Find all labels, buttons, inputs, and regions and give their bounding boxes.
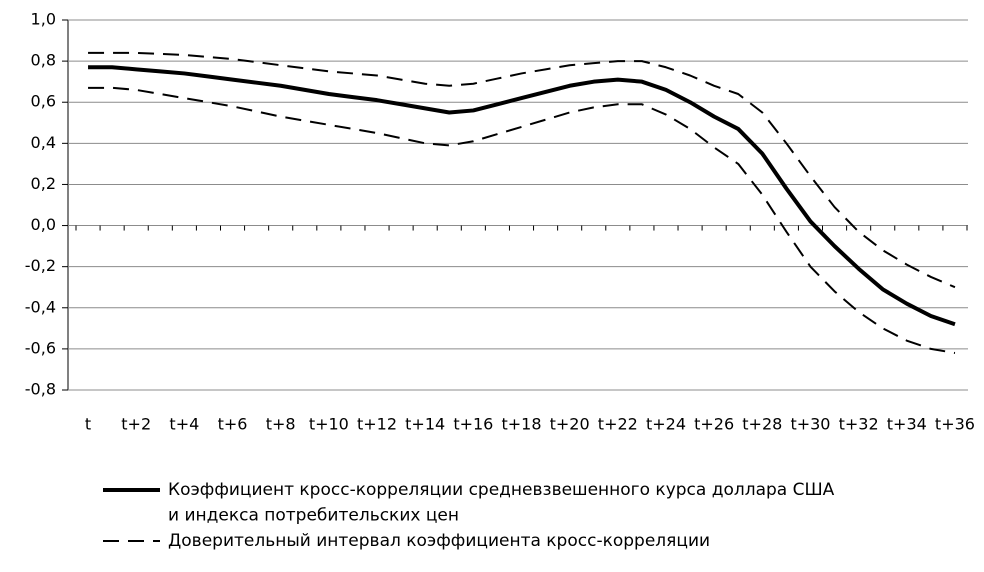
x-tick-label: t+4 <box>169 415 199 434</box>
x-tick-label: t+28 <box>742 415 782 434</box>
y-tick-label: -0,6 <box>25 338 56 357</box>
legend-label: и индекса потребительских цен <box>168 506 459 526</box>
x-tick-label: t <box>85 415 91 434</box>
x-tick-label: t+32 <box>839 415 879 434</box>
y-tick-label: 0,4 <box>31 133 56 152</box>
y-tick-label: -0,2 <box>25 256 56 275</box>
x-tick-label: t+24 <box>646 415 686 434</box>
legend-label: Доверительный интервал коэффициента крос… <box>168 531 710 551</box>
x-tick-label: t+18 <box>501 415 541 434</box>
x-tick-label: t+6 <box>218 415 248 434</box>
y-tick-label: 0,2 <box>31 174 56 193</box>
y-tick-label: 1,0 <box>31 10 56 29</box>
series-line <box>88 65 956 327</box>
x-tick-label: t+12 <box>357 415 397 434</box>
x-tick-label: t+26 <box>694 415 734 434</box>
x-tick-label: t+22 <box>598 415 638 434</box>
x-tick-label: t+8 <box>266 415 296 434</box>
y-tick-label: 0,0 <box>31 215 56 234</box>
x-tick-label: t+34 <box>887 415 927 434</box>
x-tick-label: t+2 <box>121 415 151 434</box>
y-tick-label: -0,8 <box>25 380 56 399</box>
x-tick-label: t+10 <box>309 415 349 434</box>
series-line <box>88 86 956 354</box>
legend-label: Коэффициент кросс-корреляции средневзвеш… <box>168 480 835 500</box>
x-tick-label: t+20 <box>550 415 590 434</box>
x-tick-label: t+30 <box>790 415 830 434</box>
series-line <box>88 51 956 289</box>
x-tick-label: t+16 <box>453 415 493 434</box>
x-tick-label: t+14 <box>405 415 445 434</box>
x-tick-label: t+36 <box>935 415 975 434</box>
y-tick-label: 0,6 <box>31 92 56 111</box>
y-tick-label: 0,8 <box>31 51 56 70</box>
y-tick-label: -0,4 <box>25 297 56 316</box>
